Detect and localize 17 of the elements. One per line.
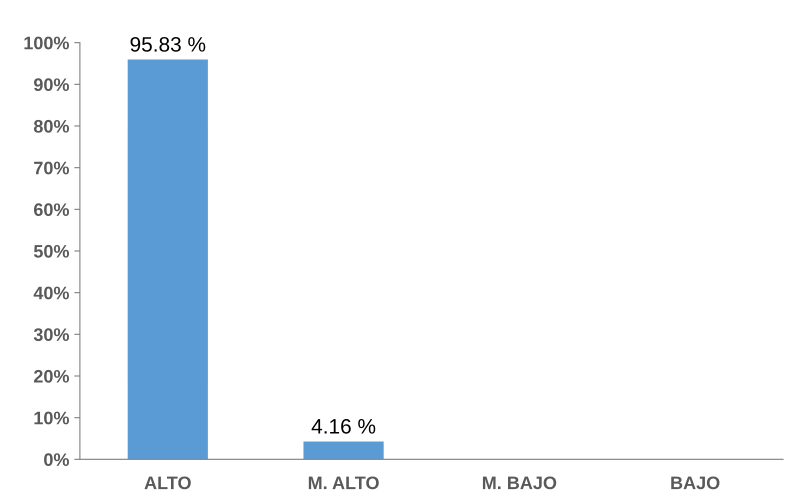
x-tick-label: ALTO bbox=[144, 476, 191, 490]
x-tick-label: M. BAJO bbox=[482, 476, 556, 490]
y-tick-label: 40% bbox=[34, 286, 70, 300]
y-tick-label: 20% bbox=[34, 370, 70, 383]
data-label: 4.16 % bbox=[312, 418, 376, 434]
y-tick-label: 60% bbox=[34, 203, 70, 216]
y-tick-label: 30% bbox=[34, 328, 70, 342]
y-tick-label: 90% bbox=[34, 78, 70, 92]
y-tick-label: 50% bbox=[34, 244, 70, 258]
y-tick-label: 0% bbox=[44, 453, 70, 466]
y-tick-label: 10% bbox=[34, 412, 70, 424]
y-tick-label: 70% bbox=[34, 162, 70, 174]
data-label: 95.83 % bbox=[130, 37, 206, 52]
x-tick-label: M. ALTO bbox=[308, 476, 379, 490]
y-tick-label: 80% bbox=[34, 120, 70, 133]
y-tick-label: 100% bbox=[24, 36, 70, 50]
x-tick-label: BAJO bbox=[671, 476, 720, 490]
